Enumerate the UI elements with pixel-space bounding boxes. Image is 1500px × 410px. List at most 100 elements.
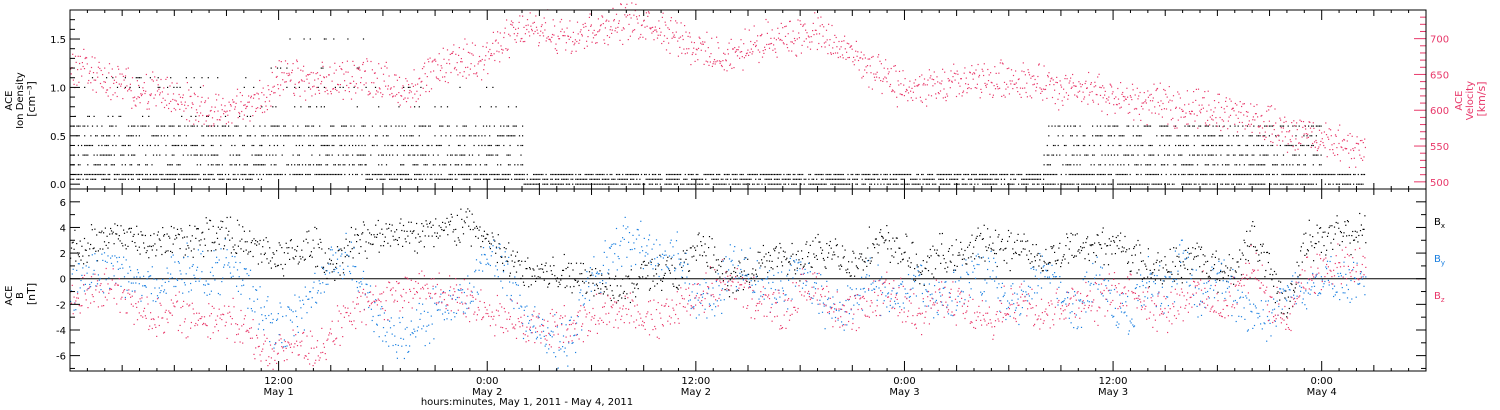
density-point	[319, 173, 321, 176]
density-point	[523, 178, 525, 180]
bx-point	[126, 231, 128, 233]
velocity-point	[694, 60, 696, 62]
velocity-point	[1122, 95, 1124, 98]
density-point	[1178, 154, 1180, 156]
density-point	[665, 173, 668, 176]
velocity-point	[159, 94, 161, 96]
bx-point	[183, 236, 186, 238]
density-point	[344, 173, 346, 176]
density-point	[428, 125, 430, 127]
density-point	[487, 178, 489, 180]
density-point	[783, 173, 785, 176]
velocity-point	[1115, 103, 1118, 106]
density-point	[933, 178, 935, 180]
bx-point	[86, 261, 88, 263]
velocity-point	[800, 23, 802, 25]
density-point	[1189, 154, 1191, 156]
velocity-point	[504, 27, 506, 29]
velocity-point	[225, 111, 227, 113]
velocity-point	[1275, 122, 1277, 124]
velocity-point	[177, 103, 179, 106]
velocity-point	[835, 36, 837, 39]
bx-point	[198, 240, 200, 242]
bx-point	[296, 245, 299, 247]
velocity-point	[1008, 93, 1010, 95]
density-point	[1272, 125, 1274, 127]
density-point	[1273, 183, 1275, 185]
density-point	[358, 67, 360, 69]
density-point	[193, 173, 195, 176]
density-point	[1262, 144, 1264, 147]
density-point	[142, 173, 144, 176]
density-point	[1148, 144, 1150, 147]
density-point	[1038, 183, 1040, 185]
velocity-point	[96, 72, 98, 74]
velocity-point	[421, 68, 424, 70]
velocity-point	[353, 64, 355, 66]
density-point	[522, 178, 524, 180]
density-point	[561, 183, 563, 185]
density-point	[237, 125, 239, 127]
density-point	[303, 38, 305, 40]
velocity-point	[1329, 149, 1331, 151]
velocity-point	[741, 51, 743, 53]
velocity-point	[473, 73, 475, 75]
density-point	[1261, 183, 1263, 185]
velocity-point	[1019, 87, 1022, 89]
density-point	[410, 144, 413, 147]
velocity-point	[264, 111, 266, 113]
density-point	[123, 144, 125, 147]
velocity-point	[1124, 98, 1127, 100]
velocity-point	[1072, 82, 1074, 84]
density-point	[467, 164, 469, 166]
density-point	[184, 125, 186, 127]
density-point	[592, 183, 594, 185]
density-point	[120, 154, 122, 156]
density-point	[415, 144, 417, 147]
velocity-point	[709, 61, 711, 63]
density-point	[484, 135, 486, 137]
density-point	[490, 154, 492, 156]
velocity-point	[1122, 91, 1124, 94]
density-point	[741, 178, 743, 180]
velocity-point	[347, 71, 349, 73]
density-point	[456, 178, 458, 180]
velocity-point	[220, 104, 223, 106]
density-point	[1193, 135, 1195, 137]
velocity-point	[112, 94, 114, 96]
velocity-point	[773, 44, 775, 46]
velocity-point	[515, 41, 517, 43]
velocity-point	[971, 73, 974, 75]
density-point	[842, 173, 844, 176]
velocity-point	[699, 37, 701, 39]
velocity-point	[384, 65, 386, 67]
velocity-point	[648, 12, 650, 14]
density-point	[744, 178, 746, 180]
density-point	[828, 178, 830, 180]
velocity-point	[425, 91, 427, 93]
density-point	[586, 183, 588, 185]
velocity-point	[120, 85, 122, 87]
density-point	[924, 178, 926, 180]
velocity-point	[753, 25, 755, 27]
velocity-point	[716, 60, 718, 62]
velocity-point	[81, 75, 83, 77]
velocity-point	[882, 78, 885, 80]
density-point	[118, 173, 120, 176]
velocity-point	[993, 85, 995, 87]
velocity-point	[150, 93, 152, 95]
density-point	[792, 183, 794, 185]
density-point	[229, 135, 231, 137]
density-point	[270, 67, 272, 69]
density-point	[553, 183, 555, 185]
density-point	[683, 178, 685, 180]
velocity-point	[446, 62, 448, 64]
velocity-point	[965, 83, 967, 85]
velocity-point	[542, 35, 545, 37]
density-point	[1073, 125, 1075, 127]
density-point	[1304, 173, 1306, 176]
velocity-point	[168, 102, 170, 105]
velocity-point	[977, 63, 979, 66]
bx-point	[190, 250, 192, 252]
density-point	[619, 178, 621, 180]
